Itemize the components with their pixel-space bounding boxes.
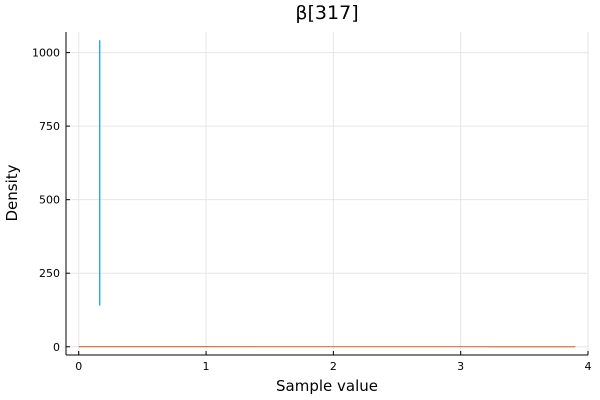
y-tick-label-4: 1000 bbox=[32, 47, 60, 60]
axes bbox=[65, 32, 589, 356]
y-tick-label-0: 0 bbox=[53, 341, 60, 354]
chart-title: β[317] bbox=[295, 2, 358, 24]
x-tick-label-0: 0 bbox=[75, 360, 82, 373]
series-lines bbox=[78, 40, 576, 348]
x-tick-label-4: 4 bbox=[585, 360, 592, 373]
x-axis-label: Sample value bbox=[276, 377, 378, 395]
y-tick-label-3: 750 bbox=[39, 120, 60, 133]
tick-labels: 0 1 2 3 4 0 250 500 750 1000 bbox=[32, 47, 592, 373]
y-tick-label-2: 500 bbox=[39, 194, 60, 207]
y-tick-label-1: 250 bbox=[39, 267, 60, 280]
x-tick-label-3: 3 bbox=[457, 360, 464, 373]
x-tick-label-1: 1 bbox=[203, 360, 210, 373]
x-tick-label-2: 2 bbox=[330, 360, 337, 373]
y-axis-label: Density bbox=[3, 164, 21, 221]
